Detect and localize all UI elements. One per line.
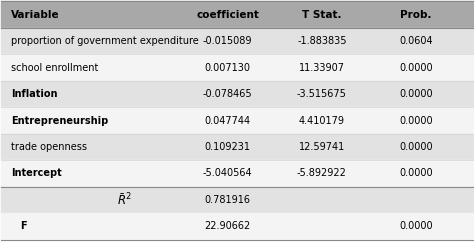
Text: 0.0000: 0.0000 xyxy=(399,169,433,179)
Text: coefficient: coefficient xyxy=(196,10,259,20)
Text: 0.0000: 0.0000 xyxy=(399,89,433,99)
Text: 0.0000: 0.0000 xyxy=(399,142,433,152)
Bar xyxy=(1,81,473,107)
Text: -0.078465: -0.078465 xyxy=(203,89,252,99)
Text: 0.007130: 0.007130 xyxy=(205,62,251,72)
Text: Prob.: Prob. xyxy=(401,10,432,20)
Bar xyxy=(1,1,473,28)
Text: 0.0000: 0.0000 xyxy=(399,62,433,72)
Text: Variable: Variable xyxy=(11,10,59,20)
Text: proportion of government expenditure: proportion of government expenditure xyxy=(11,36,199,46)
Bar xyxy=(1,28,473,54)
Text: trade openness: trade openness xyxy=(11,142,87,152)
Text: -5.892922: -5.892922 xyxy=(297,169,347,179)
Text: 0.047744: 0.047744 xyxy=(204,116,251,125)
Text: 0.109231: 0.109231 xyxy=(205,142,251,152)
Text: -3.515675: -3.515675 xyxy=(297,89,347,99)
Bar xyxy=(1,54,473,81)
Text: 0.0604: 0.0604 xyxy=(399,36,433,46)
Bar xyxy=(1,160,473,187)
Text: $\bar{R}^2$: $\bar{R}^2$ xyxy=(117,192,131,208)
Bar xyxy=(1,213,473,240)
Text: -1.883835: -1.883835 xyxy=(297,36,346,46)
Text: Inflation: Inflation xyxy=(11,89,57,99)
Text: 0.781916: 0.781916 xyxy=(205,195,251,205)
Text: 0.0000: 0.0000 xyxy=(399,221,433,231)
Text: -5.040564: -5.040564 xyxy=(203,169,252,179)
Text: 22.90662: 22.90662 xyxy=(204,221,251,231)
Bar xyxy=(1,134,473,160)
Text: 12.59741: 12.59741 xyxy=(299,142,345,152)
Text: T Stat.: T Stat. xyxy=(302,10,342,20)
Text: F: F xyxy=(20,221,27,231)
Text: 11.33907: 11.33907 xyxy=(299,62,345,72)
Text: -0.015089: -0.015089 xyxy=(203,36,252,46)
Text: school enrollment: school enrollment xyxy=(11,62,98,72)
Text: 0.0000: 0.0000 xyxy=(399,116,433,125)
Text: Entrepreneurship: Entrepreneurship xyxy=(11,116,108,125)
Text: 4.410179: 4.410179 xyxy=(299,116,345,125)
Bar xyxy=(1,187,473,213)
Text: Intercept: Intercept xyxy=(11,169,62,179)
Bar xyxy=(1,107,473,134)
